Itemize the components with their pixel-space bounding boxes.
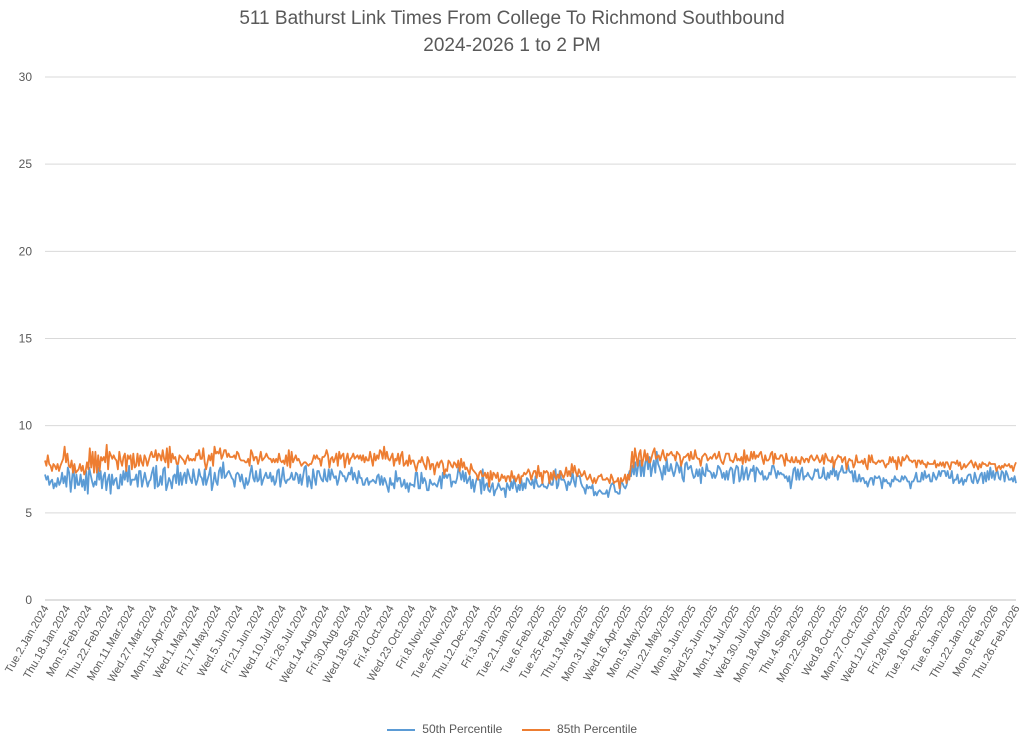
chart-subtitle: 2024-2026 1 to 2 PM — [423, 35, 601, 56]
series-line-85th — [44, 443, 1017, 490]
y-tick-label: 10 — [19, 419, 33, 433]
legend-item-85th: 85th Percentile — [521, 722, 638, 736]
y-tick-label: 20 — [19, 244, 33, 258]
legend: 50th Percentile 85th Percentile — [0, 722, 1024, 736]
legend-swatch-85th — [521, 728, 550, 731]
legend-label-50th: 50th Percentile — [422, 722, 503, 736]
y-tick-label: 15 — [19, 332, 33, 346]
y-tick-label: 5 — [25, 506, 32, 520]
y-tick-label: 30 — [19, 70, 33, 84]
y-tick-label: 25 — [19, 157, 33, 171]
series-line-50th — [44, 450, 1017, 498]
chart-title: 511 Bathurst Link Times From College To … — [239, 8, 785, 29]
legend-item-50th: 50th Percentile — [386, 722, 503, 736]
y-tick-label: 0 — [25, 593, 32, 607]
legend-swatch-50th — [386, 728, 415, 731]
plot-area: 051015202530Tue.2.Jan.2024Thu.18.Jan.202… — [3, 70, 1022, 686]
legend-label-85th: 85th Percentile — [557, 722, 638, 736]
